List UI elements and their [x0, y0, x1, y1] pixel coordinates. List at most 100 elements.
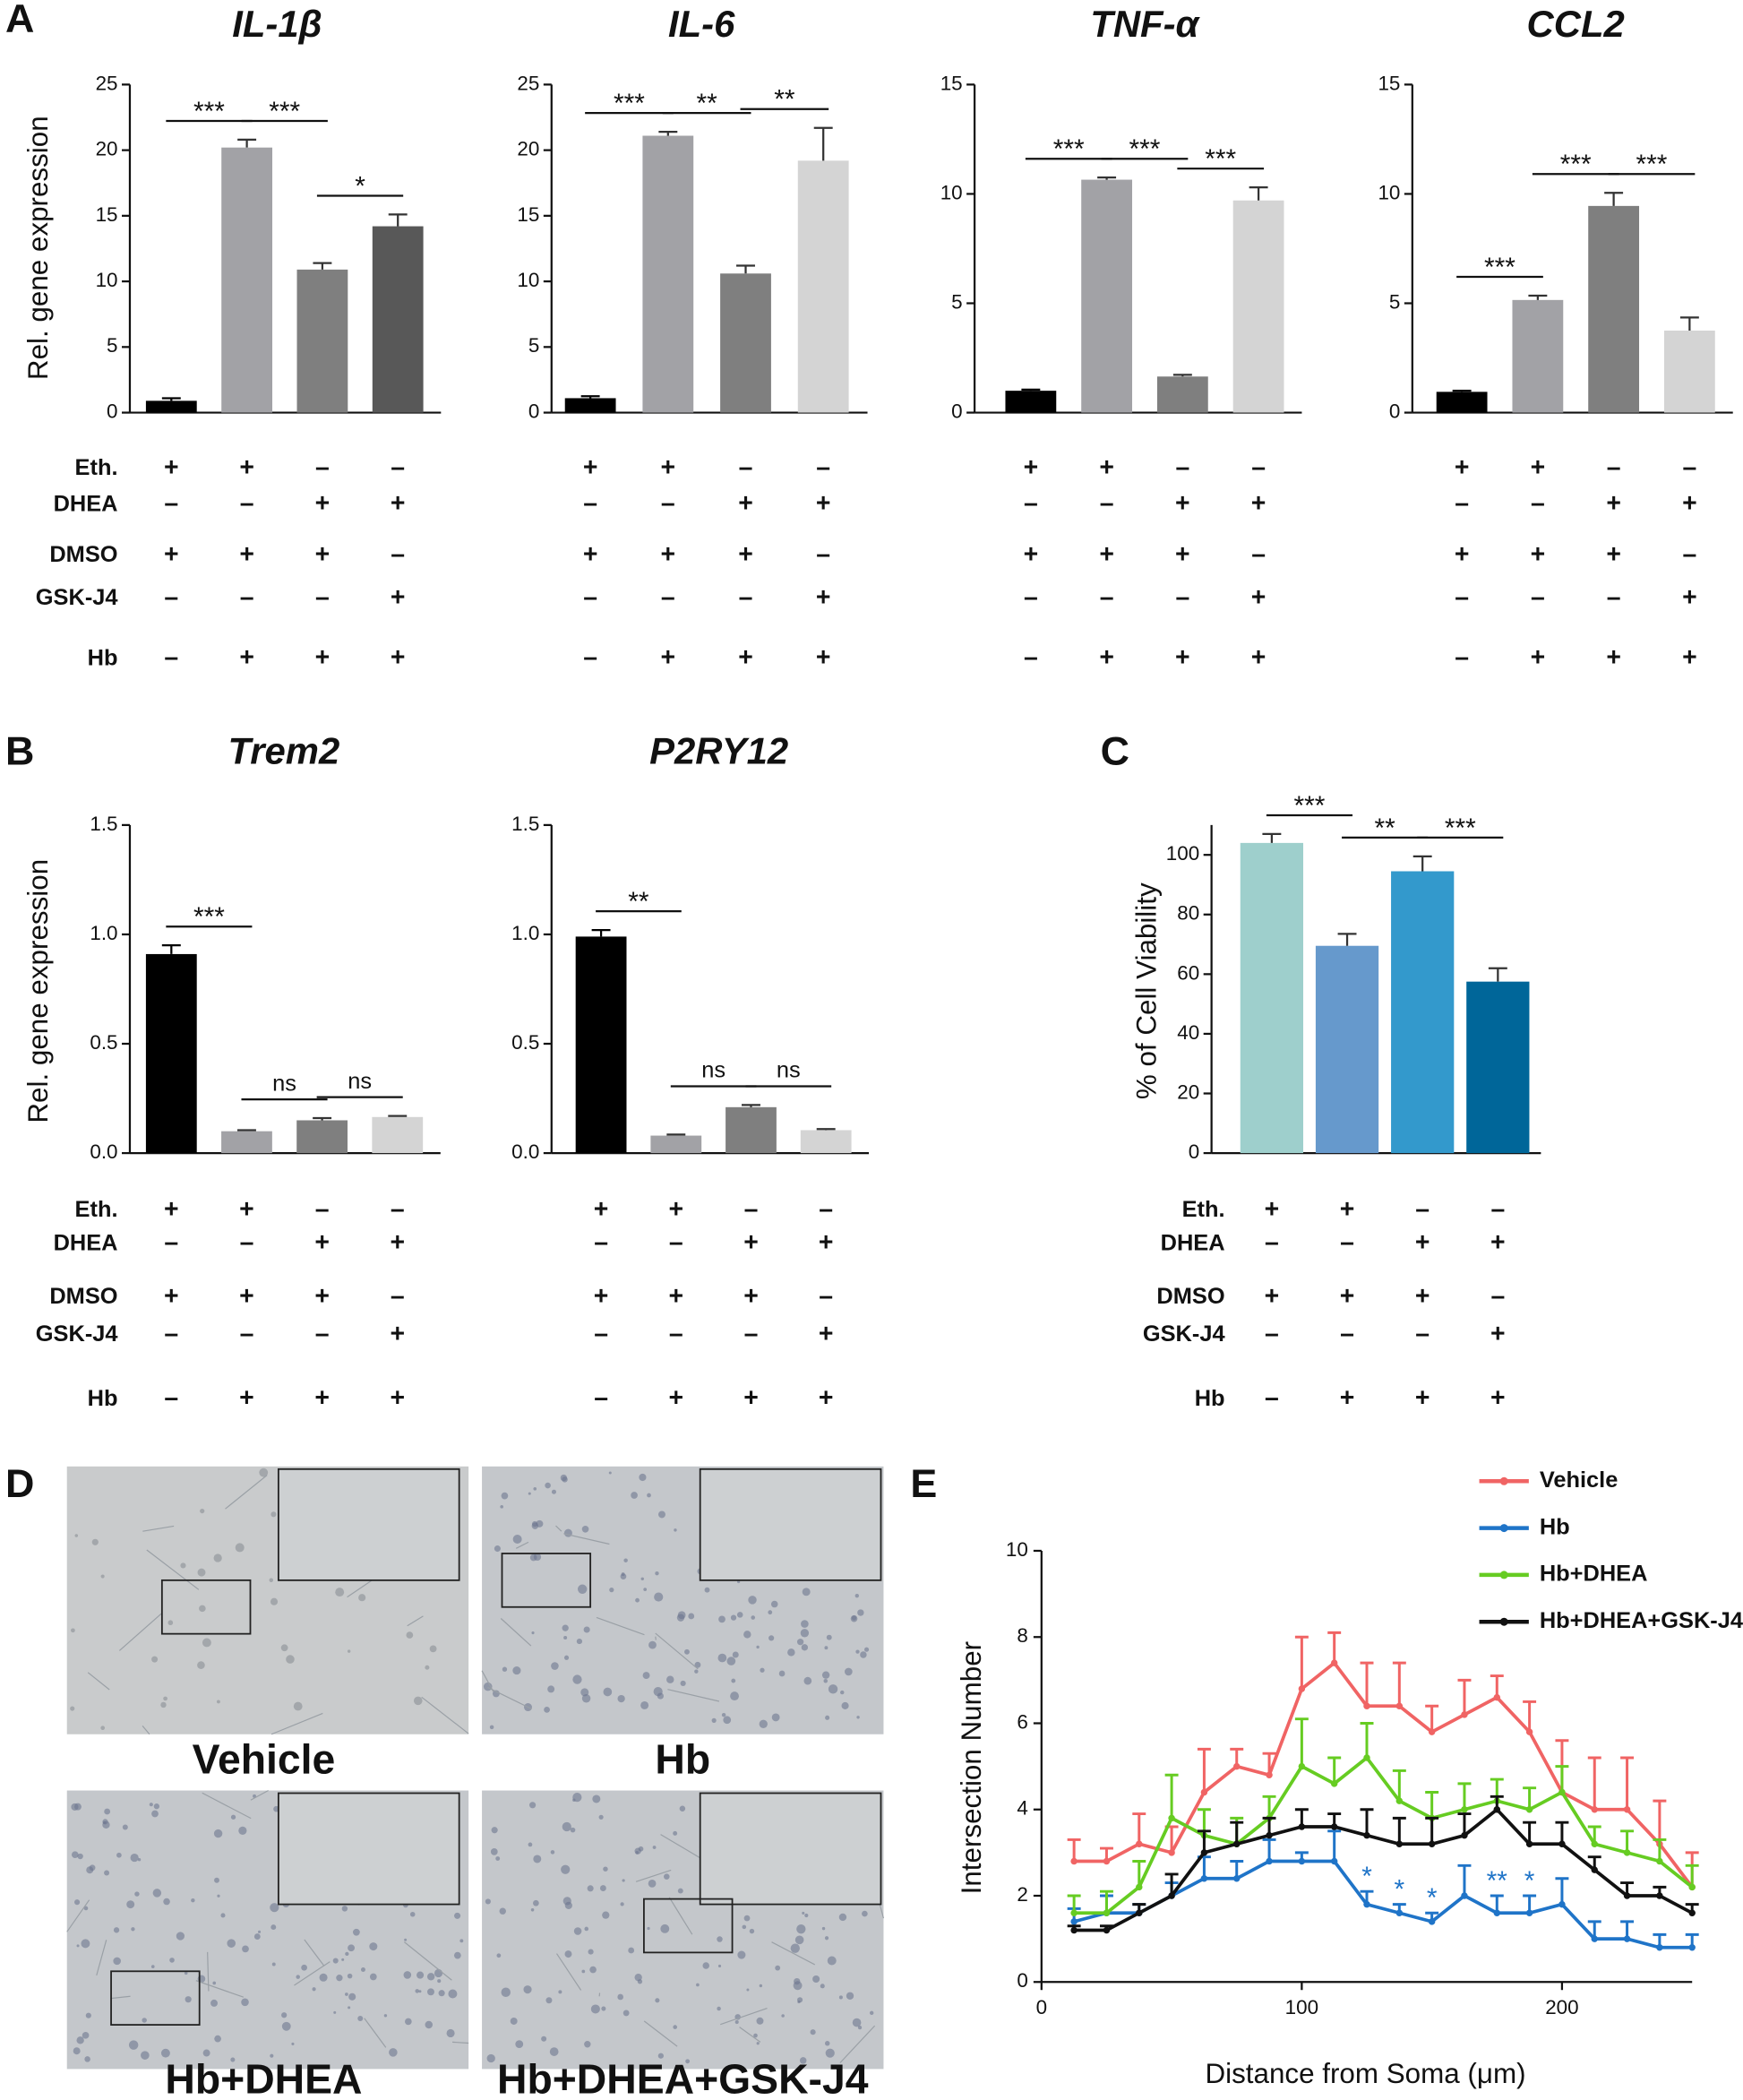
cell-speck: [824, 1646, 829, 1650]
treatment-sign: +: [239, 1384, 254, 1413]
cell-speck: [335, 1588, 345, 1597]
neurite: [668, 1897, 693, 1935]
y-tick-label: 25: [517, 72, 539, 94]
treatment-sign: –: [391, 1282, 405, 1311]
error-bar: [1392, 1769, 1406, 1802]
cell-speck: [213, 1553, 222, 1562]
cell-speck: [723, 1716, 732, 1725]
treatment-sign: +: [314, 1228, 330, 1257]
y-tick-label: 15: [96, 203, 118, 226]
treatment-sign: –: [1175, 583, 1189, 612]
panel-label: E: [910, 1460, 937, 1506]
y-tick-label: 40: [1177, 1021, 1199, 1044]
cell-speck: [134, 1891, 140, 1897]
bar: [800, 1130, 852, 1154]
cell-speck: [227, 1939, 236, 1948]
point: [1558, 1788, 1566, 1796]
y-tick-label: 8: [1017, 1624, 1027, 1647]
error-bar: [1425, 1704, 1439, 1733]
error-bar: [1099, 1889, 1113, 1914]
point: [1688, 1909, 1696, 1916]
cell-speck: [640, 1700, 649, 1709]
cell-speck: [301, 1964, 307, 1971]
legend-label: Vehicle: [1540, 1467, 1618, 1493]
error-bar: [1172, 374, 1192, 377]
cell-speck: [214, 2035, 221, 2043]
neurite: [655, 1632, 699, 1670]
point: [1363, 1831, 1370, 1839]
cell-speck: [501, 1987, 511, 1997]
treatment-sign: +: [164, 1282, 179, 1311]
cell-speck: [210, 1999, 218, 2007]
cell-speck: [341, 1958, 345, 1961]
treatment-sign: +: [1265, 1282, 1280, 1311]
treatment-sign: +: [668, 1195, 683, 1224]
treatment-sign: –: [1455, 489, 1469, 518]
cell-speck: [660, 1924, 670, 1933]
cell-speck: [199, 1605, 206, 1613]
treatment-sign: +: [661, 453, 676, 482]
cell-speck: [113, 1927, 120, 1933]
cell-speck: [588, 1949, 594, 1955]
cell-speck: [702, 1962, 709, 1969]
cell-speck: [515, 2040, 524, 2049]
inset-region: [110, 1970, 201, 2026]
treatment-label: DHEA: [54, 491, 118, 516]
treatment-sign: –: [583, 583, 597, 612]
neurite: [403, 1941, 452, 1981]
treatment-sign: +: [1251, 643, 1266, 672]
cell-speck: [608, 1471, 612, 1475]
treatment-sign: –: [1175, 453, 1189, 482]
y-tick-label: 0: [1017, 1969, 1027, 1992]
cell-speck: [427, 1988, 434, 1996]
cell-speck: [793, 1981, 803, 1991]
point: [1591, 1935, 1598, 1942]
y-tick-label: 0: [107, 400, 117, 422]
y-tick-label: 1.5: [511, 813, 539, 835]
error-bar: [1262, 832, 1282, 843]
significance-label: ***: [1560, 150, 1592, 179]
treatment-sign: +: [819, 1228, 834, 1257]
error-bar: [313, 262, 332, 270]
bar: [642, 135, 694, 413]
cell-speck: [73, 1803, 82, 1811]
significance-label: *: [1524, 1866, 1535, 1896]
cell-speck: [438, 1990, 445, 1997]
treatment-sign: +: [594, 1195, 609, 1224]
cell-speck: [631, 1492, 638, 1499]
treatment-sign: +: [239, 1282, 254, 1311]
y-tick-label: 0.0: [511, 1140, 539, 1163]
cell-speck: [496, 1953, 502, 1958]
error-bar: [1523, 1700, 1537, 1733]
error-bar: [388, 213, 408, 227]
error-bar: [1360, 1722, 1374, 1758]
point: [1525, 1840, 1533, 1847]
cell-speck: [191, 1898, 195, 1903]
point: [1168, 1814, 1175, 1822]
cell-speck: [403, 1971, 412, 1979]
cell-speck: [804, 1913, 809, 1918]
y-tick-label: 20: [96, 138, 118, 160]
bar: [1663, 331, 1715, 413]
significance-label: ***: [269, 97, 300, 126]
cell-speck: [286, 1655, 295, 1664]
bar: [1240, 842, 1304, 1154]
treatment-sign: –: [164, 1228, 178, 1257]
point: [1298, 1762, 1306, 1770]
treatment-sign: –: [1415, 1320, 1430, 1348]
significance-label: ***: [1294, 791, 1326, 821]
cell-speck: [684, 1648, 690, 1655]
cell-speck: [281, 2012, 288, 2018]
treatment-sign: +: [743, 1384, 759, 1413]
treatment-sign: +: [1099, 453, 1114, 482]
cell-speck: [796, 1639, 804, 1646]
cell-speck: [576, 1638, 583, 1645]
cell-speck: [541, 2035, 547, 2042]
treatment-sign: –: [1455, 643, 1469, 672]
neurite: [96, 1940, 107, 1976]
cell-speck: [812, 1975, 820, 1984]
cell-speck: [856, 1716, 860, 1719]
cell-speck: [778, 1670, 786, 1677]
cell-speck: [84, 2056, 90, 2062]
chart-title: Trem2: [228, 730, 339, 772]
